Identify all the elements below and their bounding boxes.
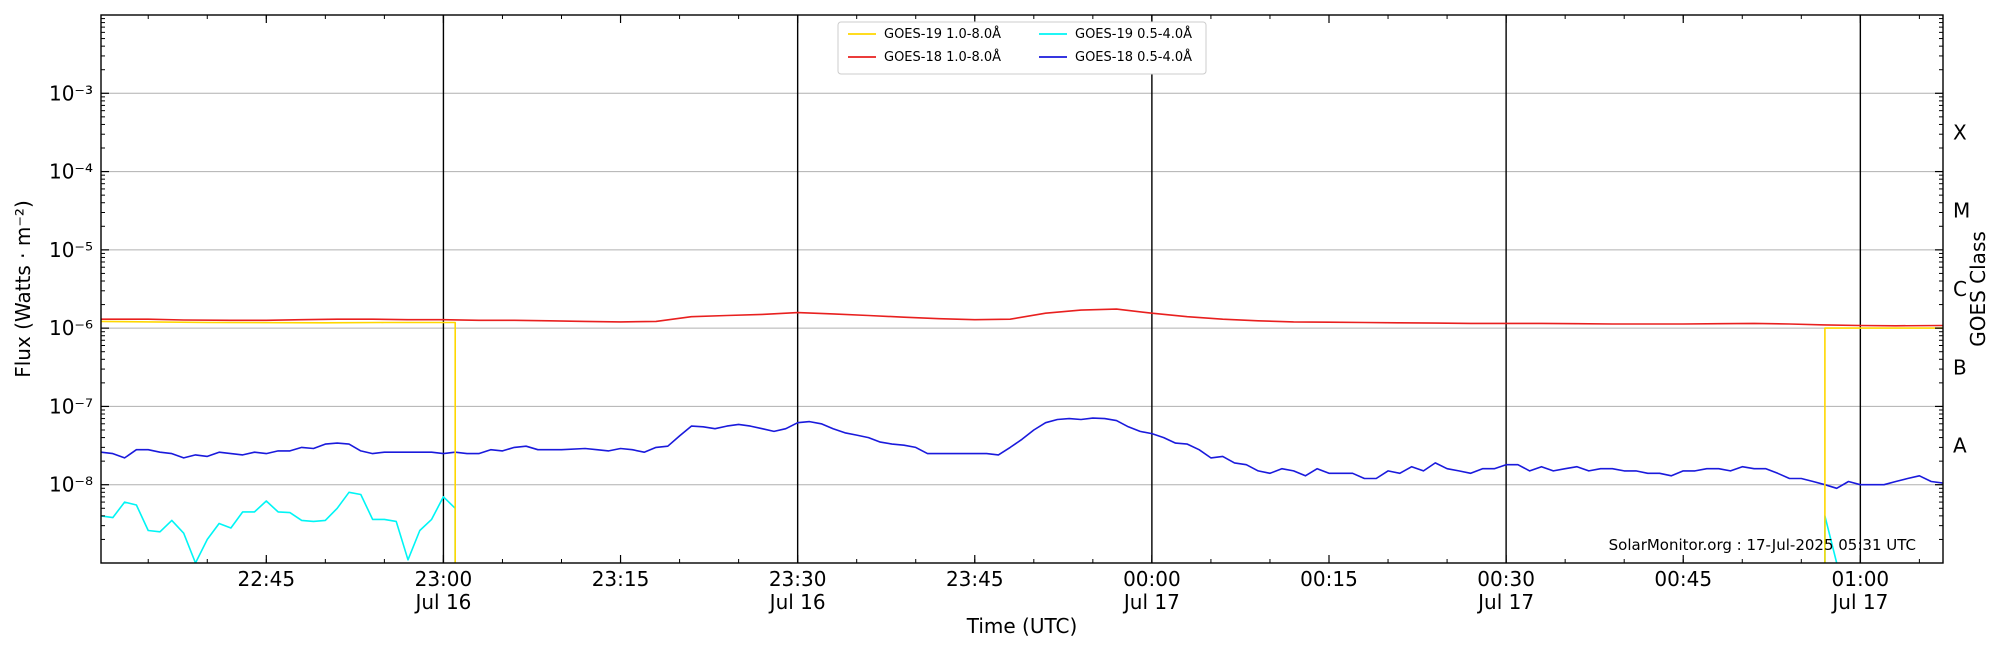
series-line-GOES-18 0.5-4.0Å xyxy=(101,417,1943,490)
plot-area-frame xyxy=(100,14,1944,564)
day-marker-lines xyxy=(442,15,1862,563)
goes-class-label: B xyxy=(1953,355,1967,379)
x-tick-label: 23:45 xyxy=(946,567,1004,591)
legend-label: GOES-19 0.5-4.0Å xyxy=(1075,26,1192,42)
x-tick-label: 00:30 xyxy=(1477,567,1535,591)
goes-class-label: X xyxy=(1953,120,1967,144)
series-layer xyxy=(101,308,1943,563)
goes-class-label: C xyxy=(1953,277,1967,301)
legend-label: GOES-19 1.0-8.0Å xyxy=(884,26,1001,42)
y-axis-title: Flux (Watts · m⁻²) xyxy=(11,200,35,378)
series-line-GOES-18 1.0-8.0Å xyxy=(101,308,1943,327)
legend-frame xyxy=(837,21,1207,75)
y-tick-labels: 10⁻⁸ 10⁻⁷ 10⁻⁶ 10⁻⁵ 10⁻⁴ 10⁻³ xyxy=(49,81,93,496)
x-tick-label: 00:45 xyxy=(1654,567,1712,591)
y-tick-label: 10⁻⁶ xyxy=(49,316,93,340)
x-tick-label: 23:00 xyxy=(415,567,473,591)
x-tick-label: 23:15 xyxy=(592,567,650,591)
x-tick-label: 00:00 xyxy=(1123,567,1181,591)
legend-label: GOES-18 1.0-8.0Å xyxy=(884,49,1001,65)
horizontal-grid xyxy=(101,92,1943,486)
x-tick-sublabel: Jul 16 xyxy=(768,590,826,614)
goes-class-label: A xyxy=(1953,434,1967,458)
x-tick-sublabel: Jul 17 xyxy=(1122,590,1180,614)
source-annotation: SolarMonitor.org : 17-Jul-2025 05:31 UTC xyxy=(1609,536,1916,554)
y-tick-label: 10⁻⁷ xyxy=(49,394,93,418)
series-line-GOES-19 1.0-8.0Å xyxy=(101,320,457,563)
x-tick-sublabel: Jul 17 xyxy=(1476,590,1534,614)
y-tick-label: 10⁻⁵ xyxy=(49,238,93,262)
legend-label: GOES-18 0.5-4.0Å xyxy=(1075,49,1192,65)
x-tick-label: 01:00 xyxy=(1832,567,1890,591)
x-tick-sublabel: Jul 17 xyxy=(1830,590,1888,614)
y-tick-label: 10⁻⁸ xyxy=(49,473,93,497)
y2-axis-title: GOES Class xyxy=(1966,231,1990,347)
series-line-GOES-19 0.5-4.0Å xyxy=(101,491,457,563)
x-axis-title: Time (UTC) xyxy=(966,614,1078,638)
y-tick-label: 10⁻³ xyxy=(49,81,93,105)
x-tick-sublabel: Jul 16 xyxy=(413,590,471,614)
y-tick-label: 10⁻⁴ xyxy=(49,160,93,184)
series-line-GOES-19 1.0-8.0Å xyxy=(1824,327,1943,563)
legend: GOES-19 1.0-8.0Å GOES-19 0.5-4.0Å GOES-18 … xyxy=(837,21,1207,75)
goes-class-label: M xyxy=(1953,199,1970,223)
x-tick-label: 23:30 xyxy=(769,567,827,591)
goes-class-labels: A B C M X xyxy=(1953,120,1970,457)
x-tick-label: 22:45 xyxy=(237,567,295,591)
x-tick-label: 00:15 xyxy=(1300,567,1358,591)
